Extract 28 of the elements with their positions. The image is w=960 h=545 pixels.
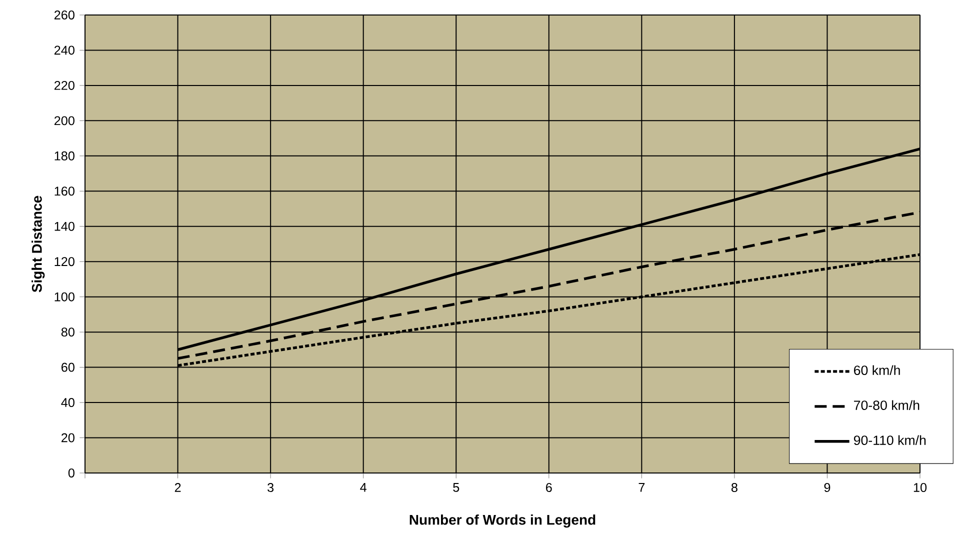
x-tick-label: 6 (546, 483, 552, 492)
x-tick-label: 10 (914, 483, 927, 492)
y-tick-label: 80 (61, 328, 74, 337)
y-tick-label: 180 (54, 151, 74, 160)
y-tick-label: 140 (54, 222, 74, 231)
y-tick-label: 60 (62, 362, 74, 372)
legend-label: 90-110 km/h (854, 435, 926, 446)
x-tick-label: 3 (268, 483, 274, 492)
x-tick-label: 5 (453, 483, 460, 492)
y-axis-title: Sight Distance (32, 196, 45, 292)
y-tick-label: 100 (54, 292, 74, 302)
y-tick-label: 200 (54, 116, 74, 126)
legend-label: 70-80 km/h (854, 400, 920, 410)
x-tick-label: 4 (360, 483, 366, 492)
y-tick-label: 240 (54, 46, 74, 55)
x-axis-title: Number of Words in Legend (410, 514, 596, 528)
y-tick-label: 260 (54, 10, 74, 20)
x-tick-label: 2 (174, 483, 181, 492)
y-tick-label: 40 (61, 398, 74, 408)
y-tick-label: 0 (68, 468, 74, 478)
x-tick-label: 9 (824, 483, 830, 492)
legend-label: 60 km/h (854, 365, 900, 376)
x-tick-label: 8 (731, 483, 738, 492)
y-tick-label: 120 (54, 257, 74, 266)
y-tick-label: 160 (54, 186, 74, 196)
y-tick-label: 220 (54, 80, 74, 90)
y-tick-label: 20 (62, 433, 74, 442)
x-tick-label: 7 (638, 483, 645, 492)
